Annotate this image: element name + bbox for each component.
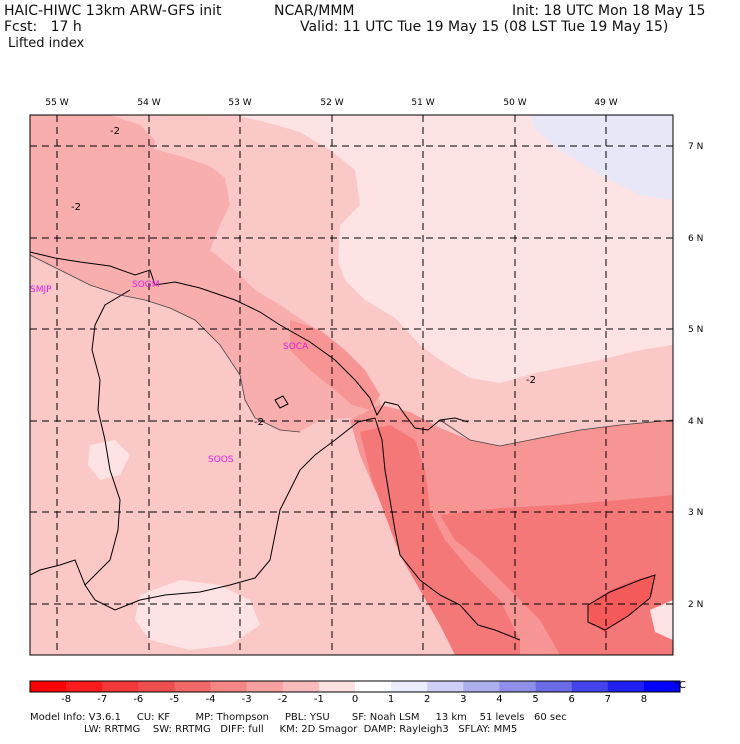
lon-label-51w: 51 W xyxy=(411,98,434,108)
colorbar-swatch xyxy=(643,681,681,692)
contour-label-nw: -2 xyxy=(110,126,120,137)
colorbar-swatch xyxy=(571,681,609,692)
map-frame xyxy=(29,114,674,656)
colorbar-swatch xyxy=(246,681,284,692)
footer-model-info: Model Info: V3.6.1 CU: KF MP: Thompson P… xyxy=(30,712,567,723)
contour-label-w: -2 xyxy=(71,202,81,213)
contour-m3-east xyxy=(439,419,673,447)
colorbar-swatch xyxy=(318,681,356,692)
colorbar-tick-label: -1 xyxy=(314,694,324,705)
station-sogm: SOGM xyxy=(132,280,160,290)
station-smjp: SMJP xyxy=(30,285,52,295)
colorbar-frame xyxy=(29,680,681,693)
colorbar-tick-label: -2 xyxy=(278,694,288,705)
colorbar: -8 -7 -6 -5 -4 -3 -2 -1 0 1 2 3 4 5 6 7 8 °C xyxy=(29,680,686,705)
colorbar-tick-label: 5 xyxy=(532,694,538,705)
contours xyxy=(30,254,673,447)
lat-lon-grid xyxy=(30,115,673,655)
colorbar-tick-label: 8 xyxy=(641,694,647,705)
model-title: HAIC-HIWC 13km ARW-GFS init xyxy=(4,3,222,19)
colorbar-tick-label: 4 xyxy=(496,694,502,705)
field-m1-blob-south xyxy=(135,580,260,650)
colorbar-tick-label: 2 xyxy=(424,694,430,705)
colorbar-tick-label: 7 xyxy=(605,694,611,705)
field-m1-north xyxy=(235,115,673,383)
lat-label-4n: 4 N xyxy=(688,417,703,427)
station-soos: SOOS xyxy=(208,455,234,465)
colorbar-swatch xyxy=(463,681,500,692)
colorbar-tick-label: -8 xyxy=(61,694,71,705)
field-m1-blob-west xyxy=(88,440,130,480)
coast-islet xyxy=(274,395,289,409)
field-name: Lifted index xyxy=(8,36,85,51)
lat-label-5n: 5 N xyxy=(688,325,703,335)
lon-label-55w: 55 W xyxy=(45,98,68,108)
lon-label-54w: 54 W xyxy=(137,98,160,108)
colorbar-swatch xyxy=(210,681,247,692)
field-m1-blob-se xyxy=(650,600,673,640)
colorbar-tick-label: 6 xyxy=(568,694,574,705)
forecast-hour: Fcst: 17 h xyxy=(4,19,82,35)
field-m4-mid xyxy=(290,320,380,410)
lat-label-6n: 6 N xyxy=(688,234,703,244)
colorbar-swatch xyxy=(102,681,139,692)
lat-label-2n: 2 N xyxy=(688,600,703,610)
lon-label-53w: 53 W xyxy=(228,98,251,108)
colorbar-tick-label: -7 xyxy=(97,694,107,705)
lon-label-52w: 52 W xyxy=(320,98,343,108)
field-m5-core xyxy=(360,425,520,655)
coastline-line xyxy=(30,251,469,431)
colorbar-swatch xyxy=(535,681,572,692)
colorbar-swatch xyxy=(282,681,320,692)
contour-label-e: -2 xyxy=(526,375,536,386)
footer-physics-info: LW: RRTMG SW: RRTMG DIFF: full KM: 2D Sm… xyxy=(30,724,518,735)
lon-label-49w: 49 W xyxy=(594,98,617,108)
shaded-field xyxy=(30,115,673,655)
station-soca: SOCA xyxy=(283,342,309,352)
source-label: NCAR/MMM xyxy=(274,3,355,19)
contour-label-c: -2 xyxy=(254,417,264,428)
colorbar-swatch xyxy=(607,681,645,692)
colorbar-tick-label: 3 xyxy=(460,694,466,705)
lat-label-3n: 3 N xyxy=(688,508,703,518)
colorbar-swatch xyxy=(355,681,392,692)
colorbar-tick-label: 0 xyxy=(352,694,358,705)
colorbar-swatch xyxy=(66,681,103,692)
coast-island xyxy=(587,574,656,631)
colorbar-tick-label: 1 xyxy=(388,694,394,705)
border-guiana-brazil xyxy=(374,417,521,641)
colorbar-tick-label: -3 xyxy=(242,694,252,705)
colorbar-swatch xyxy=(499,681,536,692)
border-west xyxy=(30,289,131,586)
lon-label-50w: 50 W xyxy=(503,98,526,108)
coastline-borders xyxy=(30,251,656,641)
lat-label-7n: 7 N xyxy=(688,142,703,152)
colorbar-swatch xyxy=(138,681,175,692)
colorbar-tick-label: -4 xyxy=(206,694,216,705)
colorbar-swatch xyxy=(174,681,211,692)
colorbar-unit: °C xyxy=(674,680,686,691)
colorbar-swatch xyxy=(427,681,464,692)
field-m3-northwest xyxy=(30,115,155,225)
colorbar-swatch xyxy=(391,681,428,692)
contour-m2-west xyxy=(30,254,301,433)
colorbar-tick-label: -6 xyxy=(133,694,143,705)
field-p1-northeast xyxy=(530,115,673,200)
border-suriname-guiana xyxy=(84,417,376,611)
colorbar-swatch xyxy=(30,681,67,692)
init-time: Init: 18 UTC Mon 18 May 15 xyxy=(512,3,706,19)
valid-time: Valid: 11 UTC Tue 19 May 15 (08 LST Tue … xyxy=(300,19,669,35)
colorbar-tick-label: -5 xyxy=(169,694,179,705)
